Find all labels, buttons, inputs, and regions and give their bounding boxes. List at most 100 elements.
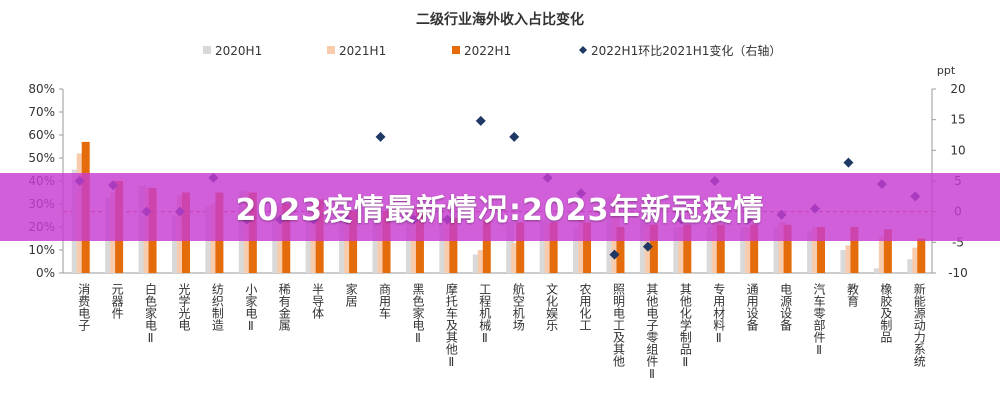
bar-2021H1	[845, 245, 854, 273]
bar-2022H1	[649, 224, 658, 273]
legend-label: 2022H1	[464, 44, 511, 58]
x-tick-label: 教育	[845, 282, 859, 308]
bar-2022H1	[850, 227, 859, 273]
x-axis-labels: 消费电子 元器件 白色家电Ⅱ 光学光电 纺织制造 小家电Ⅱ 稀有金属 半导体 家居 商用车 黑色家电…	[77, 282, 927, 381]
bar-2021H1	[444, 220, 453, 273]
bar-2021H1	[377, 217, 386, 273]
bar-2022H1	[817, 227, 826, 273]
bar-2022H1	[783, 224, 792, 273]
bar-2020H1	[339, 215, 348, 273]
chart-title: 二级行业海外收入占比变化	[416, 11, 584, 28]
bar-2020H1	[907, 259, 916, 273]
legend-swatch	[203, 46, 211, 54]
bar-2021H1	[912, 247, 921, 273]
bar-2021H1	[745, 227, 754, 273]
x-tick-label: 电源设备	[779, 283, 793, 332]
bar-2021H1	[778, 222, 787, 273]
x-tick-label: 消费电子	[77, 283, 91, 331]
x-tick-label: 农用化工	[578, 283, 592, 331]
x-tick-label: 黑色家电Ⅱ	[411, 283, 425, 345]
x-tick-label: 稀有金属	[277, 283, 291, 332]
y-right-tick-label: 15	[950, 113, 965, 127]
bar-2020H1	[773, 227, 782, 273]
bar-2020H1	[706, 227, 715, 273]
x-tick-label: 纺织制造	[210, 283, 224, 331]
bar-2022H1	[583, 222, 592, 273]
bar-2021H1	[678, 227, 687, 273]
x-tick-label: 小家电Ⅱ	[244, 283, 258, 333]
bar-2022H1	[616, 227, 625, 273]
banner-text: 2023疫情最新情况:2023年新冠疫情	[235, 193, 765, 228]
overlay-banner: 2023疫情最新情况:2023年新冠疫情	[0, 173, 1000, 241]
point-change	[375, 131, 386, 142]
x-tick-label: 汽车零部件Ⅱ	[812, 282, 826, 357]
y-left-tick-label: 80%	[28, 82, 55, 96]
x-tick-label: 文化娱乐	[545, 282, 559, 331]
bar-2020H1	[807, 231, 816, 273]
bar-2020H1	[372, 222, 381, 273]
bar-2020H1	[673, 227, 682, 273]
x-tick-label: 半导体	[311, 283, 325, 320]
bar-2021H1	[344, 217, 353, 273]
legend-swatch	[452, 46, 460, 54]
bar-2022H1	[750, 224, 759, 273]
y-right-tick-label: 10	[950, 143, 965, 157]
x-tick-label: 其他化学制品Ⅱ	[678, 283, 692, 369]
point-change	[642, 241, 653, 252]
legend-label: 2022H1环比2021H1变化（右轴）	[591, 43, 781, 58]
legend: 2020H1 2021H1 2022H1 2022H1环比2021H1变化（右轴）	[203, 43, 781, 58]
x-tick-label: 摩托车及其他Ⅱ	[444, 282, 458, 369]
y-left-tick-label: 70%	[28, 105, 55, 119]
point-change	[609, 249, 620, 260]
legend-swatch	[327, 46, 335, 54]
x-tick-label: 通用设备	[745, 283, 759, 332]
bar-2020H1	[171, 215, 180, 273]
x-tick-label: 元器件	[110, 283, 124, 319]
x-tick-label: 航空机场	[511, 282, 525, 331]
bar-2022H1	[349, 210, 358, 273]
bar-2021H1	[878, 236, 887, 273]
axes: 0%10%20%30%40%50%60%70%80%-10-505101520p…	[28, 64, 967, 280]
bar-2022H1	[382, 210, 391, 273]
y-left-tick-label: 10%	[28, 243, 55, 257]
bar-2020H1	[840, 250, 849, 273]
bar-2022H1	[415, 210, 424, 273]
y-right-tick-label: 20	[950, 82, 965, 96]
y-left-tick-label: 60%	[28, 128, 55, 142]
bar-2020H1	[740, 227, 749, 273]
bar-2020H1	[439, 222, 448, 273]
bar-2022H1	[449, 217, 458, 273]
point-change	[843, 157, 854, 168]
bar-2022H1	[482, 220, 491, 273]
x-tick-label: 其他电子零组件Ⅱ	[645, 283, 659, 381]
bar-2021H1	[812, 227, 821, 273]
point-change	[475, 115, 486, 126]
bar-2020H1	[506, 222, 515, 273]
bar-2020H1	[472, 254, 481, 273]
y-left-tick-label: 0%	[36, 266, 55, 280]
x-tick-label: 照明电工及其他	[611, 283, 625, 367]
bar-2022H1	[549, 222, 558, 273]
y-right-tick-label: -5	[952, 235, 964, 249]
legend-label: 2020H1	[215, 44, 262, 58]
bar-2022H1	[917, 238, 926, 273]
point-change	[509, 131, 520, 142]
x-tick-label: 白色家电Ⅱ	[144, 282, 158, 345]
bar-2021H1	[511, 243, 520, 273]
y-right-tick-label: -10	[948, 266, 968, 280]
bar-2021H1	[578, 220, 587, 273]
x-tick-label: 商用车	[378, 282, 392, 320]
legend-label: 2021H1	[339, 44, 386, 58]
x-tick-label: 家居	[344, 282, 358, 308]
bar-2022H1	[716, 224, 725, 273]
y-right-unit-label: ppt	[937, 64, 956, 77]
bar-2021H1	[711, 222, 720, 273]
bar-2020H1	[873, 268, 882, 273]
bar-2022H1	[516, 222, 525, 273]
bar-2020H1	[573, 227, 582, 273]
bar-2020H1	[539, 220, 548, 273]
x-tick-label: 专用材料Ⅱ	[712, 282, 726, 345]
bar-2022H1	[683, 224, 692, 273]
bar-2021H1	[544, 224, 553, 273]
x-tick-label: 新能源动力系统	[912, 282, 926, 367]
